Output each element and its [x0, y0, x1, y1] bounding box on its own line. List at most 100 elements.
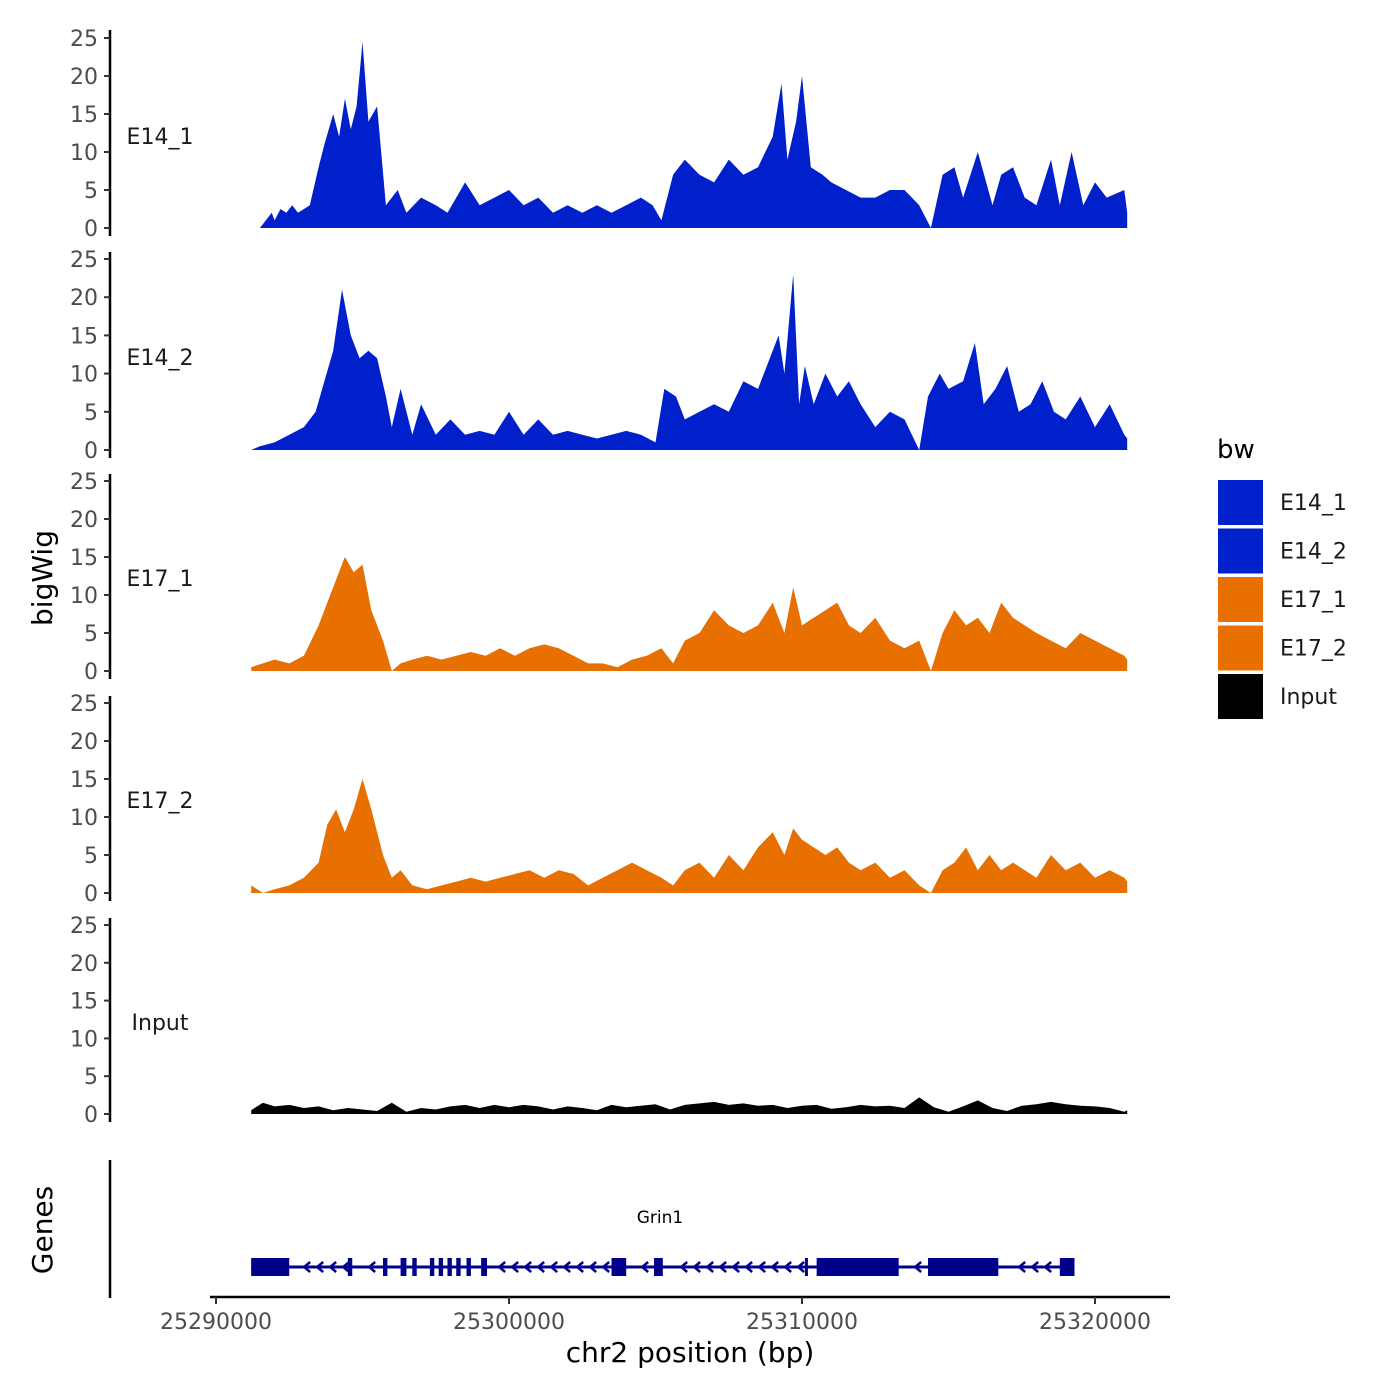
gene-name: Grin1 — [637, 1208, 683, 1228]
y-tick-label: 10 — [70, 1027, 98, 1052]
y-tick-label: 0 — [84, 882, 98, 907]
y-tick-label: 20 — [70, 286, 98, 311]
y-tick-label: 10 — [70, 584, 98, 609]
track-label: Input — [132, 1011, 189, 1036]
tracks-layer: 0 5 10 15 20 25 E14_1 0 5 10 15 20 25 E14_2 0 5 10 15 20 25… — [70, 27, 1128, 1128]
strand-arrow — [536, 1261, 545, 1273]
y-tick-label: 10 — [70, 141, 98, 166]
strand-arrow — [341, 1261, 350, 1273]
y-tick-label: 25 — [70, 248, 98, 273]
legend-swatch — [1218, 577, 1263, 622]
legend-swatch — [1218, 480, 1263, 525]
legend-swatch — [1218, 528, 1263, 574]
legend-swatch — [1218, 625, 1263, 671]
gene-layer: Grin1 — [108, 1160, 1075, 1298]
genes-axis-title: Genes — [26, 1186, 59, 1274]
strand-arrow — [640, 1261, 649, 1273]
exon-block — [438, 1258, 444, 1276]
y-tick-label: 20 — [70, 65, 98, 90]
exon-block — [466, 1258, 471, 1276]
y-tick-label: 15 — [70, 990, 98, 1015]
legend-label: E17_1 — [1280, 588, 1347, 613]
y-tick-label: 10 — [70, 806, 98, 831]
strand-arrow — [757, 1261, 766, 1273]
signal-area — [251, 1097, 1128, 1114]
strand-arrow — [497, 1261, 506, 1273]
track-label: E17_1 — [127, 567, 194, 592]
exon-block — [447, 1258, 452, 1276]
exon-block — [481, 1258, 488, 1276]
strand-arrow — [770, 1261, 779, 1273]
track-input: 0 5 10 15 20 25 Input — [70, 914, 1128, 1128]
track-e14-1: 0 5 10 15 20 25 E14_1 — [70, 27, 1128, 242]
strand-arrow — [510, 1261, 519, 1273]
track-label: E14_1 — [127, 125, 194, 150]
strand-arrow — [315, 1261, 324, 1273]
exon-block — [400, 1258, 407, 1276]
y-tick-label: 0 — [84, 660, 98, 685]
signal-area — [251, 779, 1128, 893]
strand-arrow — [796, 1261, 805, 1273]
legend-label: Input — [1280, 685, 1337, 710]
legend-label: E17_2 — [1280, 637, 1347, 662]
x-tick-label: 25300000 — [453, 1310, 565, 1335]
strand-arrow — [705, 1261, 714, 1273]
strand-arrow — [913, 1261, 922, 1273]
y-tick-label: 5 — [84, 401, 98, 426]
x-tick-label: 25320000 — [1039, 1310, 1151, 1335]
strand-arrow — [731, 1261, 740, 1273]
y-tick-label: 25 — [70, 692, 98, 717]
x-tick-label: 25290000 — [160, 1310, 272, 1335]
y-tick-label: 0 — [84, 1103, 98, 1128]
exon-block — [383, 1258, 388, 1276]
track-e17-2: 0 5 10 15 20 25 E17_2 — [70, 692, 1128, 907]
strand-arrow — [718, 1261, 727, 1273]
track-e17-1: 0 5 10 15 20 25 E17_1 — [70, 470, 1128, 685]
legend-title: bw — [1217, 435, 1255, 465]
track-label: E17_2 — [127, 789, 194, 814]
exon-block — [816, 1258, 899, 1276]
legend-label: E14_1 — [1280, 491, 1347, 516]
strand-arrow — [328, 1261, 337, 1273]
strand-arrow — [1043, 1261, 1052, 1273]
strand-arrow — [783, 1261, 792, 1273]
y-tick-label: 15 — [70, 324, 98, 349]
exon-block — [654, 1258, 663, 1276]
legend-label: E14_2 — [1280, 540, 1347, 565]
y-tick-label: 25 — [70, 470, 98, 495]
y-tick-label: 20 — [70, 952, 98, 977]
y-tick-label: 15 — [70, 768, 98, 793]
exon-block — [611, 1258, 627, 1276]
x-axis: 25290000 25300000 25310000 25320000 — [160, 1295, 1170, 1335]
signal-area — [251, 557, 1128, 671]
strand-arrow — [367, 1261, 376, 1273]
exon-block — [804, 1258, 808, 1276]
strand-arrow — [744, 1261, 753, 1273]
strand-arrow — [562, 1261, 571, 1273]
y-tick-label: 5 — [84, 1065, 98, 1090]
exon-block — [347, 1258, 353, 1276]
y-tick-label: 20 — [70, 508, 98, 533]
strand-arrow — [692, 1261, 701, 1273]
y-tick-label: 15 — [70, 546, 98, 571]
strand-arrow — [1017, 1261, 1026, 1273]
signal-area — [251, 274, 1128, 450]
exon-block — [927, 1258, 999, 1276]
y-tick-label: 25 — [70, 27, 98, 52]
y-tick-label: 20 — [70, 730, 98, 755]
exon-block — [1059, 1258, 1075, 1276]
exon-block — [251, 1258, 290, 1276]
strand-arrow — [588, 1261, 597, 1273]
y-tick-label: 5 — [84, 179, 98, 204]
signal-area — [259, 41, 1128, 228]
y-tick-label: 25 — [70, 914, 98, 939]
exon-block — [456, 1258, 461, 1276]
strand-arrow — [1030, 1261, 1039, 1273]
exon-block — [429, 1258, 435, 1276]
x-axis-title: chr2 position (bp) — [566, 1336, 815, 1369]
y-tick-label: 10 — [70, 363, 98, 388]
y-tick-label: 15 — [70, 103, 98, 128]
legend: bw E14_1 E14_2 E17_1 E17_2 Input — [1217, 435, 1347, 719]
y-tick-label: 5 — [84, 844, 98, 869]
